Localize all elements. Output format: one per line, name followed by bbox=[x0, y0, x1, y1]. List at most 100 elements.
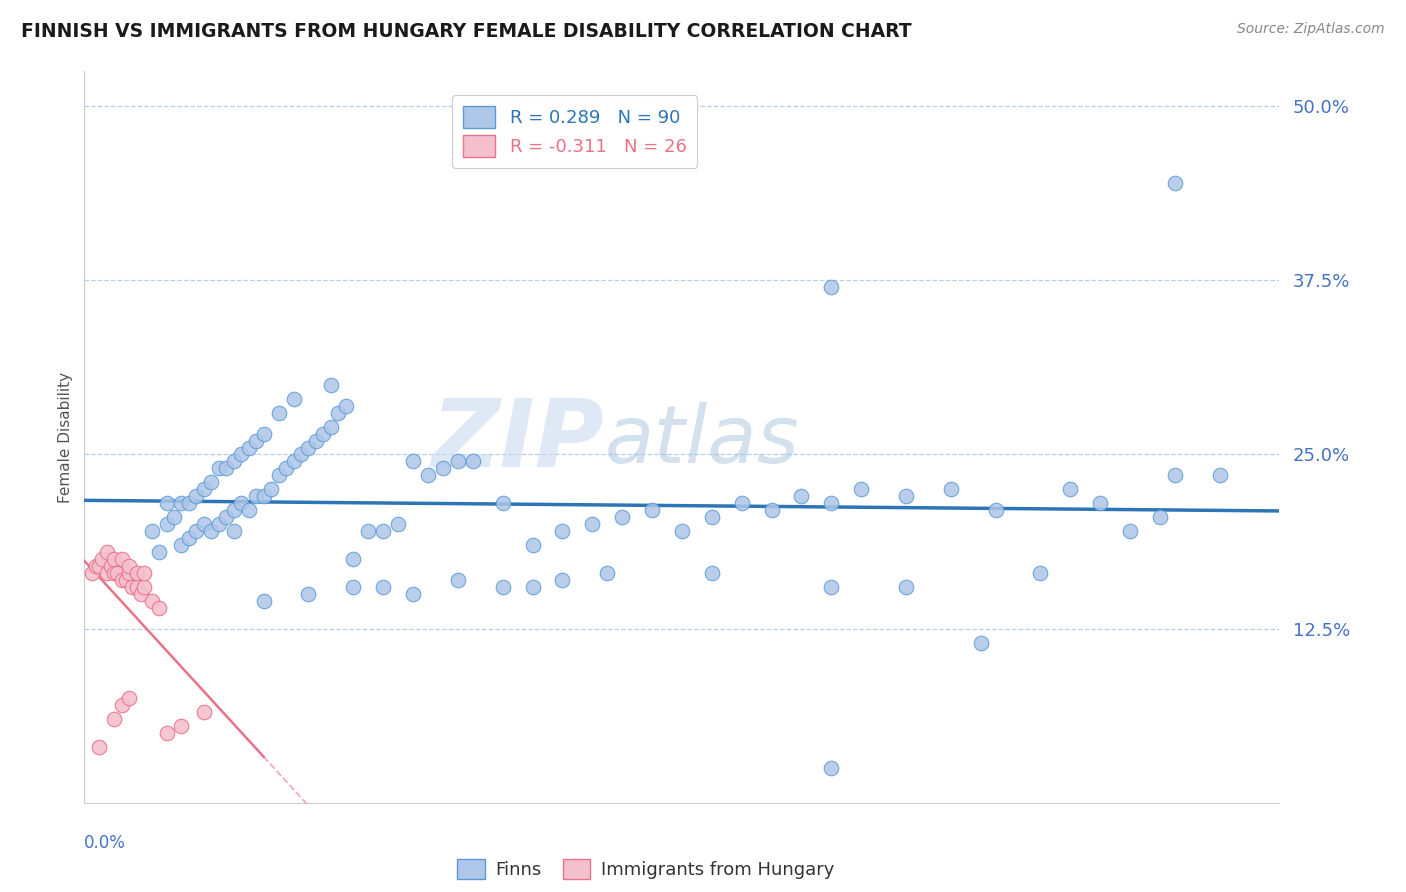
Point bbox=[96, 545, 118, 559]
Point bbox=[402, 454, 425, 468]
Point bbox=[319, 377, 342, 392]
Point bbox=[245, 489, 267, 503]
Point bbox=[193, 483, 215, 497]
Point bbox=[297, 587, 319, 601]
Point bbox=[200, 524, 222, 538]
Point bbox=[1090, 496, 1112, 510]
Point bbox=[125, 566, 148, 580]
Point bbox=[820, 496, 842, 510]
Point bbox=[373, 524, 395, 538]
Point bbox=[238, 441, 260, 455]
Point bbox=[186, 524, 208, 538]
Point bbox=[312, 426, 335, 441]
Point bbox=[163, 510, 186, 524]
Point bbox=[984, 503, 1007, 517]
Point bbox=[222, 503, 245, 517]
Point bbox=[186, 489, 208, 503]
Point bbox=[447, 573, 470, 587]
Point bbox=[118, 691, 141, 706]
Point bbox=[155, 517, 177, 532]
Point bbox=[700, 566, 723, 580]
Point bbox=[402, 587, 425, 601]
Point bbox=[274, 461, 297, 475]
Point bbox=[208, 461, 231, 475]
Point bbox=[612, 510, 634, 524]
Point bbox=[155, 496, 177, 510]
Point bbox=[100, 558, 122, 573]
Point bbox=[894, 580, 917, 594]
Point bbox=[581, 517, 603, 532]
Point bbox=[1059, 483, 1081, 497]
Point bbox=[253, 489, 276, 503]
Point bbox=[790, 489, 813, 503]
Point bbox=[222, 454, 245, 468]
Point bbox=[1119, 524, 1142, 538]
Point bbox=[267, 406, 290, 420]
Point bbox=[596, 566, 619, 580]
Point bbox=[200, 475, 222, 490]
Point bbox=[222, 524, 245, 538]
Point bbox=[170, 719, 193, 733]
Point bbox=[342, 552, 364, 566]
Point bbox=[447, 454, 470, 468]
Point bbox=[118, 558, 141, 573]
Point bbox=[177, 496, 200, 510]
Point bbox=[105, 566, 128, 580]
Point bbox=[551, 524, 574, 538]
Point bbox=[118, 566, 141, 580]
Point bbox=[103, 712, 125, 726]
Legend: Finns, Immigrants from Hungary: Finns, Immigrants from Hungary bbox=[450, 852, 842, 887]
Point bbox=[231, 448, 253, 462]
Point bbox=[551, 573, 574, 587]
Point bbox=[820, 280, 842, 294]
Text: ZIP: ZIP bbox=[432, 395, 605, 487]
Point bbox=[970, 635, 993, 649]
Point bbox=[305, 434, 328, 448]
Point bbox=[335, 399, 357, 413]
Point bbox=[208, 517, 231, 532]
Point bbox=[387, 517, 409, 532]
Point bbox=[121, 580, 143, 594]
Point bbox=[86, 558, 108, 573]
Point bbox=[215, 461, 238, 475]
Y-axis label: Female Disability: Female Disability bbox=[58, 371, 73, 503]
Point bbox=[253, 426, 276, 441]
Point bbox=[492, 496, 515, 510]
Point bbox=[761, 503, 783, 517]
Point bbox=[141, 524, 163, 538]
Point bbox=[461, 454, 484, 468]
Text: Source: ZipAtlas.com: Source: ZipAtlas.com bbox=[1237, 22, 1385, 37]
Point bbox=[111, 573, 134, 587]
Point bbox=[148, 545, 170, 559]
Point bbox=[731, 496, 754, 510]
Point bbox=[416, 468, 439, 483]
Point bbox=[328, 406, 350, 420]
Point bbox=[231, 496, 253, 510]
Point bbox=[238, 503, 260, 517]
Point bbox=[432, 461, 454, 475]
Point bbox=[155, 726, 177, 740]
Point bbox=[1029, 566, 1052, 580]
Point bbox=[522, 580, 544, 594]
Point bbox=[290, 448, 312, 462]
Point bbox=[141, 594, 163, 608]
Point bbox=[700, 510, 723, 524]
Point bbox=[267, 468, 290, 483]
Point bbox=[91, 552, 114, 566]
Point bbox=[125, 580, 148, 594]
Point bbox=[115, 573, 138, 587]
Point bbox=[283, 454, 305, 468]
Point bbox=[1164, 176, 1187, 190]
Point bbox=[522, 538, 544, 552]
Point bbox=[260, 483, 283, 497]
Point bbox=[492, 580, 515, 594]
Point bbox=[132, 580, 156, 594]
Point bbox=[820, 761, 842, 775]
Point bbox=[111, 698, 134, 713]
Point bbox=[177, 531, 200, 545]
Point bbox=[80, 566, 103, 580]
Text: 0.0%: 0.0% bbox=[84, 833, 127, 852]
Point bbox=[253, 594, 276, 608]
Point bbox=[851, 483, 873, 497]
Point bbox=[373, 580, 395, 594]
